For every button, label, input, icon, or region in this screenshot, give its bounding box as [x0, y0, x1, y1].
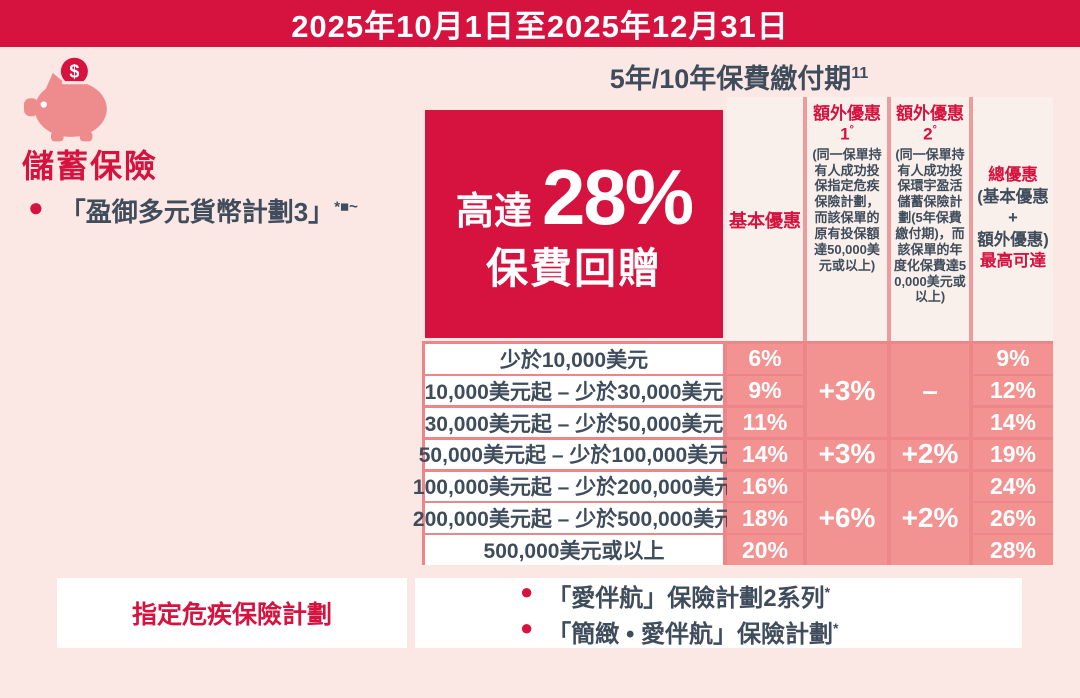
- basic-rate: 16%: [727, 471, 803, 502]
- hero-suffix: 保費回贈: [485, 245, 662, 292]
- tier-label: 100,000美元起 – 少於200,000美元: [413, 471, 735, 502]
- tier-label: 200,000美元起 – 少於500,000美元: [413, 503, 735, 534]
- plan-name: 「簡緻 • 愛伴航」保險計劃*: [547, 619, 839, 648]
- extra1-rate: +6%: [807, 471, 887, 565]
- footnote-asterisk: *: [833, 619, 839, 636]
- designated-plans-label: 指定危疾保險計劃: [131, 601, 332, 629]
- date-range: 2025年10月1日至2025年12月31日: [291, 9, 789, 44]
- column-header-basic: 基本優惠: [727, 97, 803, 341]
- hero-percent: 28%: [541, 153, 694, 241]
- column-header-extra2: 額外優惠2° (同一保單持有人成功投保環宇盈活儲蓄保險計劃(5年保費繳付期)，而…: [891, 97, 969, 341]
- total-rate: 26%: [973, 503, 1053, 534]
- total-rate: 24%: [973, 471, 1053, 502]
- plan-name: 「盈御多元貨幣計劃3」*■~: [59, 197, 358, 227]
- basic-rate: 14%: [727, 439, 803, 470]
- column-header-total: 總優惠 (基本優惠 + 額外優惠) 最高可達: [973, 97, 1053, 341]
- basic-rate: 6%: [727, 344, 803, 374]
- footnote-asterisk: *: [824, 583, 831, 600]
- extra2-description: (同一保單持有人成功投保環宇盈活儲蓄保險計劃(5年保費繳付期)，而該保單的年度化…: [893, 146, 967, 305]
- bullet-icon: ●: [28, 192, 44, 222]
- footnote-circle: °: [932, 124, 937, 136]
- basic-rate: 9%: [727, 375, 803, 406]
- payment-term-subtitle: 5年/10年保費繳付期11: [609, 64, 869, 94]
- column-header-extra1: 額外優惠1° (同一保單持有人成功投保指定危疾保險計劃，而該保單的原有投保額達5…: [807, 97, 887, 341]
- list-item: ● 「愛伴航」保險計劃2系列*: [520, 578, 1022, 613]
- basic-rate: 20%: [727, 535, 803, 565]
- extra1-description: (同一保單持有人成功投保指定危疾保險計劃，而該保單的原有投保額達50,000美元…: [812, 146, 882, 273]
- footnote-marks: *■~: [334, 198, 358, 216]
- total-rate: 28%: [973, 535, 1053, 565]
- total-rate: 14%: [973, 407, 1053, 438]
- tier-label: 少於10,000美元: [425, 344, 723, 374]
- tier-label: 500,000美元或以上: [425, 535, 723, 565]
- footnote-circle: °: [849, 124, 854, 136]
- extra2-rate: +2%: [891, 471, 969, 565]
- footnote-11: 11: [851, 65, 869, 82]
- extra2-rate: –: [891, 344, 969, 438]
- extra1-rate: +3%: [807, 344, 887, 438]
- plan-bullet-item: ● 「盈御多元貨幣計劃3」*■~: [28, 192, 358, 229]
- tier-label: 50,000美元起 – 少於100,000美元: [419, 439, 729, 470]
- designated-plans-box: 指定危疾保險計劃 ● 「愛伴航」保險計劃2系列* ● 「簡緻 • 愛伴航」保險計…: [57, 578, 1022, 648]
- extra2-rate: +2%: [891, 438, 969, 469]
- rebate-table-header: 高達 28% 保費回贈 基本優惠 額外優惠1° (同一保單持有人成功投保指定危疾…: [425, 97, 1053, 341]
- bullet-icon: ●: [520, 614, 534, 640]
- divider: [407, 578, 415, 648]
- tier-label: 30,000美元起 – 少於50,000美元: [425, 407, 723, 438]
- hero-prefix: 高達: [455, 191, 532, 233]
- hero-rebate-box: 高達 28% 保費回贈: [425, 110, 723, 338]
- basic-rate: 18%: [727, 503, 803, 534]
- date-banner: 2025年10月1日至2025年12月31日: [0, 0, 1080, 47]
- coin-dollar-icon: $: [69, 62, 79, 82]
- rebate-table-body: 少於10,000美元 10,000美元起 – 少於30,000美元 30,000…: [413, 341, 1053, 565]
- total-rate: 12%: [973, 375, 1053, 406]
- total-rate: 19%: [973, 439, 1053, 470]
- tier-label: 10,000美元起 – 少於30,000美元: [425, 375, 723, 406]
- basic-rate: 11%: [727, 407, 803, 438]
- total-rate: 9%: [973, 344, 1053, 374]
- piggy-bank-icon: $: [24, 57, 107, 142]
- savings-insurance-heading: 儲蓄保險: [22, 148, 159, 184]
- designated-plans-list: ● 「愛伴航」保險計劃2系列* ● 「簡緻 • 愛伴航」保險計劃*: [415, 578, 1022, 648]
- bullet-icon: ●: [520, 578, 534, 604]
- list-item: ● 「簡緻 • 愛伴航」保險計劃*: [520, 614, 1022, 649]
- extra1-rate: +3%: [807, 438, 887, 469]
- plan-name: 「愛伴航」保險計劃2系列*: [547, 583, 831, 612]
